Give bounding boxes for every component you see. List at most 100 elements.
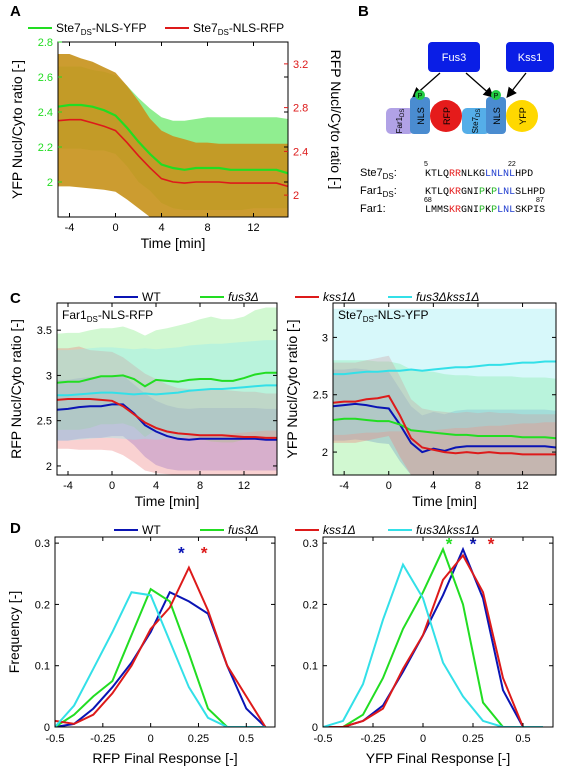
panel-d-right-xtick-label: 0 xyxy=(420,733,426,745)
panel-d-right-ytick-label: 0 xyxy=(312,722,318,734)
panel-a-frame xyxy=(57,41,289,218)
ste7-ds-domain xyxy=(462,108,490,134)
panel-a-left-ytick-label: 2.4 xyxy=(38,107,53,119)
d-legend-double-label: fus3Δkss1Δ xyxy=(416,523,479,537)
panel-c-left-xtick-label: 0 xyxy=(109,480,115,492)
panel-c-right-xtick-label: 0 xyxy=(386,480,392,492)
panel-a-xtick-label: 8 xyxy=(204,222,210,234)
d-legend-wt-label: WT xyxy=(142,523,161,537)
seq-row-0-name-sub: DS xyxy=(383,172,394,181)
seq-row-0-segment: KTLQ xyxy=(425,169,449,180)
seq-row-0-name: Ste7DS: xyxy=(360,167,397,181)
panel-c-right-annotation-main: Ste7 xyxy=(338,308,363,322)
panel-c-left-annotation-sub: DS xyxy=(87,315,98,324)
arrow-fus3-yfp xyxy=(465,72,494,98)
panel-a-xtick-label: 0 xyxy=(112,222,118,234)
seq-row-0-end-num: 22 xyxy=(508,161,516,168)
panel-a-xtick-label: 4 xyxy=(158,222,164,234)
seq-row-0-segment: RR xyxy=(449,169,461,180)
panel-c-left-xtick-label: -4 xyxy=(63,480,73,492)
panel-c-left-xtick-label: 8 xyxy=(197,480,203,492)
panel-d-left-line-fus3 xyxy=(55,587,266,727)
panel-c-left-line-fus3 xyxy=(57,371,277,388)
panel-d-right-xlabel: YFP Final Response [-] xyxy=(366,750,510,766)
panel-c-left-band-fus3 xyxy=(57,307,277,443)
panel-label-d: D xyxy=(10,520,21,537)
ste7-nls-box xyxy=(486,97,506,134)
arrow-kss1-yfp xyxy=(506,72,527,99)
panel-c-right-annotation-rest: -NLS-YFP xyxy=(374,308,429,322)
panel-c-left-annotation-rest: -NLS-RFP xyxy=(98,308,153,322)
panel-a-xtick-label: -4 xyxy=(65,222,75,234)
panel-c-right-plot xyxy=(333,308,556,475)
panel-c-left-band-wt xyxy=(57,375,277,471)
legend-a-yfp-label-main: Ste7 xyxy=(56,21,81,35)
panel-d-right-line-wt xyxy=(323,546,543,727)
panel-c-right-xtick-label: 8 xyxy=(475,480,481,492)
d-legend-fus3-label: fus3Δ xyxy=(228,523,259,537)
seq-row-2-segment: K xyxy=(485,205,491,216)
seq-row-1-segment: GNI xyxy=(461,187,479,198)
panel-d-left-ytick-label: 0 xyxy=(44,722,50,734)
panel-c-right-band-kss1 xyxy=(333,355,556,475)
c-legend-wt-label: WT xyxy=(142,290,161,304)
panel-d-left-ytick-label: 0.1 xyxy=(35,661,50,673)
panel-c-left-xtick-label: 12 xyxy=(238,480,250,492)
legend-a-yfp-label: Ste7DS-NLS-YFP xyxy=(56,21,147,37)
panel-c-left-line-kss1 xyxy=(57,398,277,439)
far1-ds-label-main: Far1 xyxy=(395,116,404,133)
panel-d-left-plot xyxy=(55,565,267,727)
panel-a-right-ytick-label: 2 xyxy=(293,190,299,202)
seq-row-1-segment: KTLQ xyxy=(425,187,449,198)
legend-a-yfp-label-rest: -NLS-YFP xyxy=(92,21,147,35)
rfp-band xyxy=(58,54,288,217)
seq-row-2-segment: P xyxy=(479,205,485,216)
panel-a-left-ytick-label: 2.8 xyxy=(38,37,53,49)
panel-d-left-asterisk-wt: * xyxy=(178,543,185,562)
panel-d-right-ytick-label: 0.1 xyxy=(303,661,318,673)
ste7-construct: P Ste7DS NLS YFP xyxy=(462,90,538,134)
panel-a-right-ytick-label: 2.8 xyxy=(293,103,308,115)
seq-row-1-segment: KR xyxy=(449,187,461,198)
panel-c-left-annotation: Far1DS-NLS-RFP xyxy=(62,308,153,324)
panel-d-right-xtick-label: 0.25 xyxy=(462,733,483,745)
panel-d-right-line-fus3 xyxy=(323,546,543,727)
seq-row-1-segment: SLHPD xyxy=(515,187,545,198)
panel-c-left-line-double xyxy=(57,384,277,397)
panel-d-left-xtick-label: -0.5 xyxy=(46,733,65,745)
panel-c-left-xlabel: Time [min] xyxy=(135,493,200,509)
panel-d-right-frame xyxy=(322,536,554,728)
panel-d-right-plot xyxy=(323,546,543,727)
fus3-kinase-label: Fus3 xyxy=(442,52,466,64)
panel-c-right-annotation-sub: DS xyxy=(363,315,374,324)
panel-d-left-xtick-label: -0.25 xyxy=(90,733,115,745)
panel-a-ylabel-right: RFP Nucl/Cyto ratio [-] xyxy=(328,50,344,190)
seq-row-1-name-sub: DS xyxy=(383,190,394,199)
panel-a: -4 0 4 8 12 2 2.2 2.4 2.6 2.8 2 2.4 2.8 3.2 Time [min]… xyxy=(9,21,344,251)
seq-row-2-segment: P xyxy=(491,205,497,216)
ste7-ds-label: Ste7DS xyxy=(471,109,482,134)
panel-d-right-xtick-label: -0.25 xyxy=(360,733,385,745)
seq-row-1-name: Far1DS: xyxy=(360,185,397,199)
panel-d-left-line-wt xyxy=(55,590,267,727)
panel-c-right: -4 0 4 8 12 2 2.5 3 Time [min] YFP Nucl/Cyto rati… xyxy=(284,302,557,509)
seq-row-2-name-rest: : xyxy=(383,203,386,215)
seq-row-0-segment: NLKG xyxy=(461,169,485,180)
panel-d-left-frame xyxy=(54,536,276,728)
seq-row-0-sequence: KTLQRRNLKGLNLNLHPD xyxy=(425,169,533,180)
panel-d-left-xtick-label: 0 xyxy=(148,733,154,745)
far1-phospho-dot xyxy=(415,90,425,100)
panel-a-right-ytick-label: 3.2 xyxy=(293,59,308,71)
seq-row-1-name-main: Far1 xyxy=(360,185,383,197)
panel-d-right-ytick-label: 0.2 xyxy=(303,599,318,611)
panel-d-right-ytick-label: 0.3 xyxy=(303,538,318,550)
panel-a-plot xyxy=(58,54,288,217)
panel-c-left-band-kss1 xyxy=(57,346,277,475)
panel-c-right-line-wt xyxy=(333,402,556,454)
c-legend-double-label: fus3Δkss1Δ xyxy=(416,290,479,304)
seq-row-0-segment: HPD xyxy=(515,169,533,180)
seq-row-1-segment: P xyxy=(479,187,485,198)
panel-c-right-xtick-label: -4 xyxy=(339,480,349,492)
seq-row-1-segment: K xyxy=(485,187,491,198)
seq-row-1-name-rest: : xyxy=(394,185,397,197)
